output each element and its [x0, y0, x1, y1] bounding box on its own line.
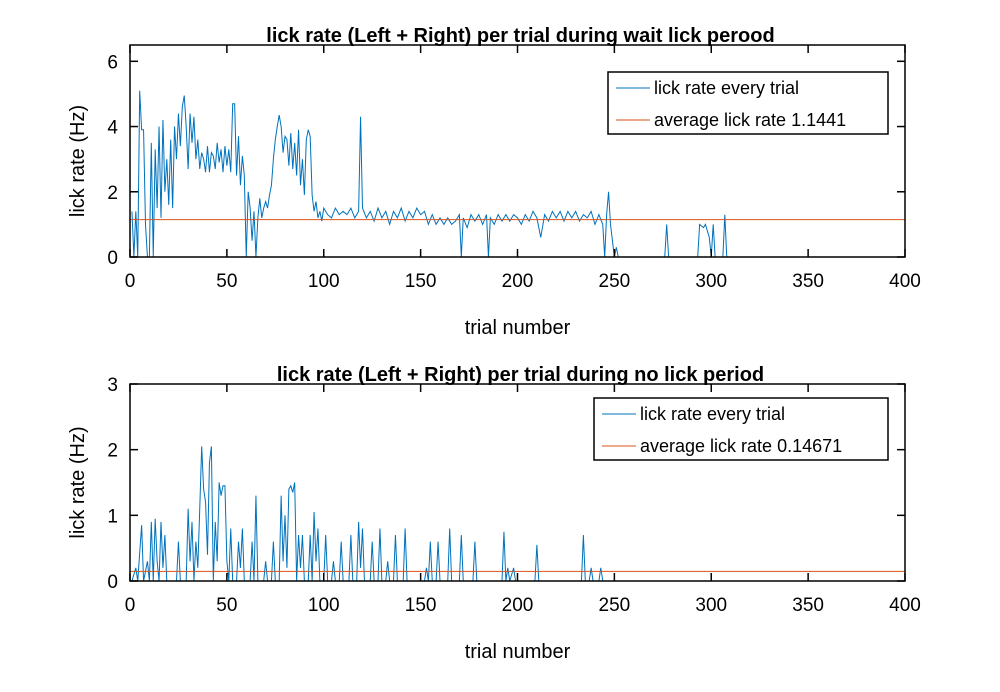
x-tick-label: 350: [792, 271, 824, 292]
x-tick-label: 300: [695, 271, 727, 292]
y-axis-label: lick rate (Hz): [67, 105, 89, 217]
chart-title: lick rate (Left + Right) per trial durin…: [277, 364, 764, 386]
data-line: [131, 90, 905, 258]
x-axis-label: trial number: [465, 317, 571, 339]
legend-label: average lick rate 0.14671: [640, 436, 842, 456]
x-tick-label: 400: [889, 595, 921, 616]
y-tick-label: 4: [107, 118, 118, 139]
x-tick-label: 200: [502, 595, 534, 616]
x-tick-label: 100: [308, 595, 340, 616]
y-tick-label: 2: [107, 441, 118, 462]
y-tick-label: 6: [107, 52, 118, 73]
x-tick-label: 150: [405, 271, 437, 292]
x-tick-label: 350: [792, 595, 824, 616]
chart-title: lick rate (Left + Right) per trial durin…: [266, 25, 774, 47]
legend-label: lick rate every trial: [640, 404, 785, 424]
x-tick-label: 0: [125, 271, 136, 292]
x-tick-label: 300: [695, 595, 727, 616]
y-tick-label: 2: [107, 183, 118, 204]
x-tick-label: 50: [216, 595, 237, 616]
data-line: [131, 446, 905, 582]
legend-box: [607, 71, 889, 135]
y-tick-label: 1: [107, 506, 118, 527]
x-tick-label: 100: [308, 271, 340, 292]
axes: 0 50 100 150 200 250 300 350 400 0 2 4 6 lick rate (L…: [67, 25, 921, 339]
x-tick-label: 150: [405, 595, 437, 616]
legend-label: lick rate every trial: [654, 78, 799, 98]
x-tick-label: 250: [599, 271, 631, 292]
y-tick-label: 3: [107, 375, 118, 396]
x-tick-label: 50: [216, 271, 237, 292]
x-axis-label: trial number: [465, 641, 571, 663]
axes: 0 50 100 150 200 250 300 350 400 0 1 2 3 lick rate (L…: [67, 364, 921, 663]
x-tick-label: 0: [125, 595, 136, 616]
x-tick-label: 400: [889, 271, 921, 292]
x-tick-label: 200: [502, 271, 534, 292]
y-tick-label: 0: [107, 572, 118, 593]
legend-box: [593, 397, 889, 461]
y-tick-label: 0: [107, 248, 118, 269]
x-tick-label: 250: [599, 595, 631, 616]
legend-label: average lick rate 1.1441: [654, 110, 846, 130]
y-axis-label: lick rate (Hz): [67, 426, 89, 538]
